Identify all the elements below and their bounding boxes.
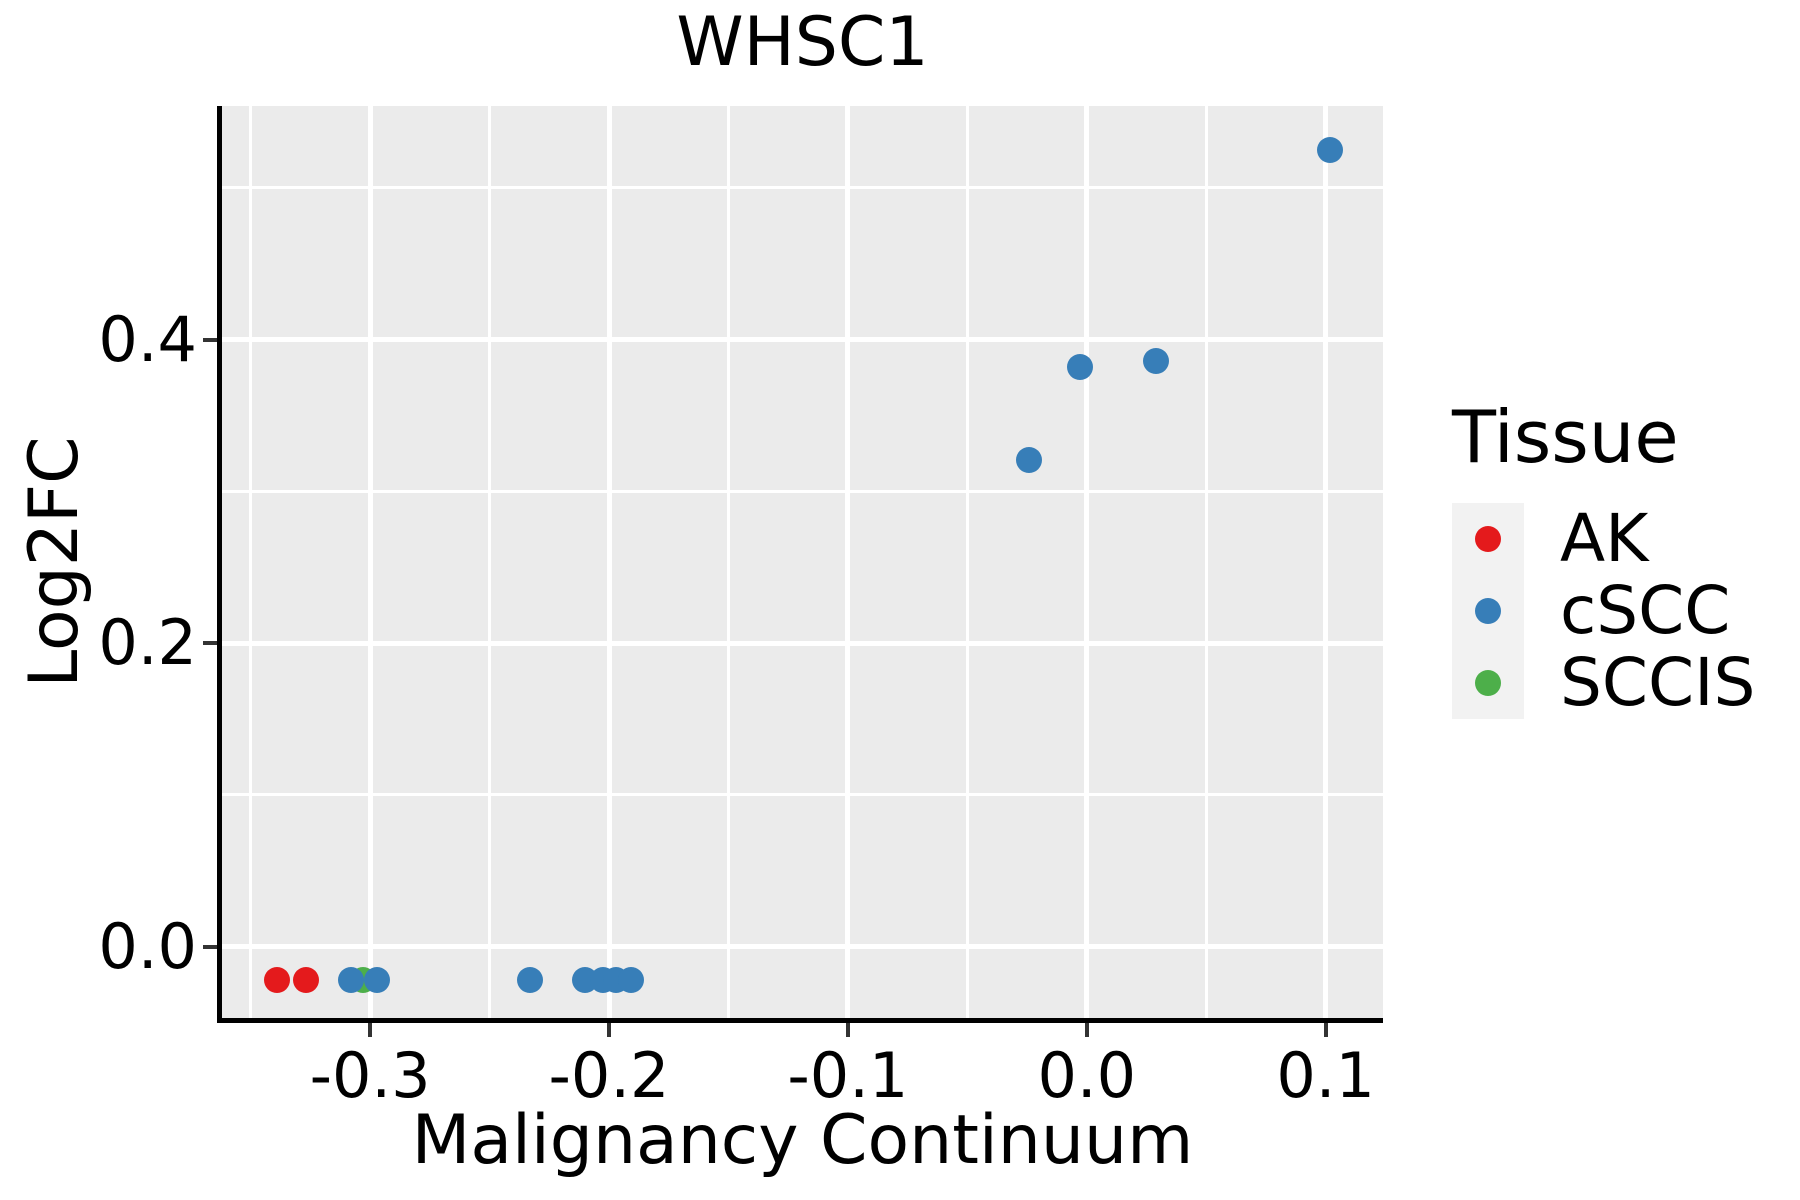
- data-point-cscc: [338, 967, 364, 994]
- y-minor-gridline: [222, 489, 1383, 493]
- x-major-gridline: [606, 106, 612, 1018]
- x-minor-gridline: [965, 106, 969, 1018]
- y-tick-label: 0.4: [98, 302, 197, 376]
- data-point-ak: [263, 967, 290, 994]
- x-tick-label: 0.1: [1276, 1039, 1375, 1112]
- y-axis-tick: [203, 337, 217, 342]
- legend-label: AK: [1560, 500, 1649, 578]
- legend-key: [1452, 575, 1524, 648]
- legend: Tissue AK cSCC SCCIS: [1452, 395, 1756, 722]
- x-minor-gridline: [249, 106, 253, 1018]
- x-tick-label: 0.0: [1037, 1039, 1137, 1112]
- legend-item: cSCC: [1452, 572, 1755, 650]
- x-minor-gridline: [1204, 106, 1208, 1018]
- x-tick-label: -0.1: [787, 1039, 909, 1112]
- y-axis-title: Log2FC: [15, 436, 94, 688]
- x-tick-label: -0.3: [309, 1039, 431, 1112]
- data-point-cscc: [1066, 354, 1093, 380]
- x-minor-gridline: [488, 106, 492, 1018]
- y-major-gridline: [222, 337, 1383, 343]
- x-axis-tick: [845, 1023, 850, 1037]
- y-axis-tick: [203, 641, 217, 646]
- x-major-gridline: [1084, 106, 1090, 1018]
- plot-panel: [222, 106, 1383, 1018]
- x-tick-label: -0.2: [548, 1039, 670, 1112]
- y-major-gridline: [222, 944, 1383, 950]
- y-axis-tick: [203, 944, 217, 949]
- y-minor-gridline: [222, 186, 1383, 190]
- legend-item: SCCIS: [1452, 644, 1756, 722]
- x-axis-title: Malignancy Continuum: [411, 1101, 1194, 1180]
- data-point-ak: [292, 967, 319, 994]
- x-axis-tick: [368, 1023, 373, 1037]
- data-point-cscc: [1143, 347, 1170, 374]
- legend-key: [1452, 647, 1524, 720]
- legend-key: [1452, 503, 1524, 576]
- data-point-cscc: [517, 967, 544, 994]
- x-axis-tick: [1084, 1023, 1089, 1037]
- legend-label: cSCC: [1560, 572, 1731, 650]
- legend-label: SCCIS: [1560, 644, 1756, 722]
- x-major-gridline: [845, 106, 851, 1018]
- legend-key-dot-ak: [1475, 526, 1501, 553]
- x-major-gridline: [367, 106, 373, 1018]
- plot-title: WHSC1: [676, 3, 929, 82]
- x-axis-tick: [1323, 1023, 1328, 1037]
- data-point-cscc: [364, 967, 391, 994]
- data-point-cscc: [617, 967, 644, 994]
- y-axis-line: [217, 106, 222, 1023]
- y-tick-label: 0.0: [98, 909, 197, 983]
- legend-key-dot-cscc: [1475, 598, 1501, 625]
- data-point-cscc: [1317, 137, 1344, 163]
- legend-key-dot-sccis: [1475, 670, 1501, 697]
- legend-item: AK: [1452, 500, 1755, 578]
- y-major-gridline: [222, 640, 1383, 646]
- y-minor-gridline: [222, 793, 1383, 797]
- data-point-cscc: [1016, 446, 1043, 473]
- x-axis-line: [217, 1018, 1383, 1023]
- x-minor-gridline: [726, 106, 730, 1018]
- legend-items: AK cSCC SCCIS: [1452, 500, 1756, 722]
- x-axis-tick: [607, 1023, 611, 1037]
- legend-title: Tissue: [1452, 395, 1679, 479]
- y-tick-label: 0.2: [98, 606, 197, 680]
- x-major-gridline: [1323, 106, 1329, 1018]
